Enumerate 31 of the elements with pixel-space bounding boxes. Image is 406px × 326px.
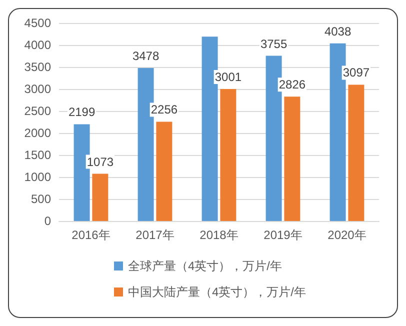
data-label: 2256 — [150, 102, 178, 117]
x-tick-label: 2018年 — [200, 228, 238, 242]
y-tick-label: 4500 — [24, 16, 52, 30]
x-tick-label: 2020年 — [328, 228, 366, 242]
y-tick-label: 3500 — [24, 60, 52, 74]
bar — [284, 96, 300, 221]
y-tick-label: 2500 — [24, 104, 52, 118]
bar — [156, 122, 172, 221]
x-tick-label: 2019年 — [264, 228, 302, 242]
y-tick-label: 1000 — [24, 170, 52, 184]
bar — [220, 88, 236, 221]
y-tick-label: 500 — [30, 192, 52, 206]
y-tick-label: 2000 — [24, 126, 52, 140]
bar — [348, 84, 364, 221]
y-tick-label: 4000 — [24, 38, 52, 52]
data-label: 3097 — [342, 66, 370, 80]
bar — [92, 174, 108, 221]
data-label: 3755 — [260, 36, 288, 51]
legend-label: 中国大陆产量（4英寸），万片/年 — [128, 285, 306, 299]
data-label: 3001 — [214, 70, 242, 84]
x-tick-label: 2017年 — [136, 228, 174, 242]
data-label: 4038 — [324, 24, 352, 38]
legend-label: 全球产量（4英寸），万片/年 — [128, 259, 282, 273]
y-tick-label: 1500 — [24, 148, 52, 162]
data-label: 3478 — [132, 48, 160, 63]
data-label: 2199 — [68, 105, 96, 120]
x-tick-label: 2016年 — [72, 228, 110, 242]
data-label: 1073 — [86, 154, 114, 169]
y-tick-label: 3000 — [24, 82, 52, 96]
y-tick-label: 0 — [44, 214, 52, 228]
data-label: 2826 — [278, 78, 306, 92]
